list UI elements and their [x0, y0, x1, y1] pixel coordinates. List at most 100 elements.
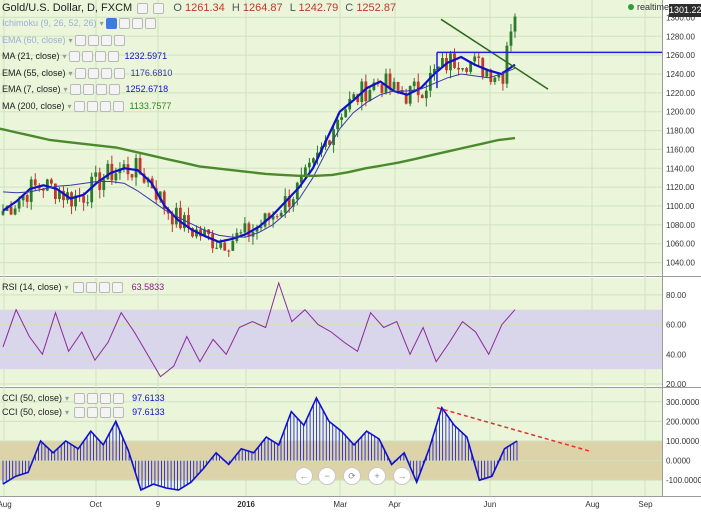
- more-icon[interactable]: [112, 407, 124, 419]
- chevron-down-icon[interactable]: ▾: [68, 35, 73, 45]
- indicator-legend-4[interactable]: EMA (55, close) ▾ 1176.6810: [2, 68, 172, 79]
- candle-body: [279, 212, 283, 217]
- candle-body: [130, 174, 134, 178]
- hide-icon[interactable]: [73, 282, 85, 294]
- candle-body: [29, 179, 33, 202]
- settings-icon[interactable]: [86, 407, 98, 419]
- chevron-down-icon[interactable]: ▾: [62, 52, 67, 61]
- cci-legend-1[interactable]: CCI (50, close) ▾ 97.6133: [2, 393, 165, 405]
- hide-icon[interactable]: [74, 34, 86, 46]
- close-icon[interactable]: [99, 282, 111, 294]
- indicator-legend-1[interactable]: Ichimoku (9, 26, 52, 26) ▾: [2, 18, 162, 30]
- indicator-legend-6[interactable]: MA (200, close) ▾ 1133.7577: [2, 101, 171, 112]
- close-icon[interactable]: [100, 34, 112, 46]
- settings-icon[interactable]: [137, 2, 149, 14]
- time-tick-label: 2016: [237, 500, 255, 509]
- close-icon[interactable]: [95, 84, 107, 96]
- candle-body: [271, 216, 275, 220]
- hide-icon[interactable]: [73, 100, 85, 112]
- cci-tick-label: 0.0000: [666, 457, 691, 466]
- hide-icon[interactable]: [74, 67, 86, 79]
- candle-body: [94, 172, 98, 177]
- hide-icon[interactable]: [73, 407, 85, 419]
- chevron-down-icon[interactable]: ▾: [99, 19, 104, 28]
- cci-tick-label: -100.0000: [666, 476, 701, 485]
- hide-icon[interactable]: [69, 84, 81, 96]
- candle-body: [9, 206, 13, 215]
- more-icon[interactable]: [113, 34, 125, 46]
- scroll-left-button[interactable]: ←: [295, 467, 313, 485]
- close-icon[interactable]: [94, 51, 106, 63]
- more-icon[interactable]: [144, 18, 156, 30]
- chevron-down-icon[interactable]: ▾: [65, 394, 70, 403]
- close-icon[interactable]: [99, 100, 111, 112]
- reset-chart-button[interactable]: ⟳: [343, 467, 361, 485]
- candle-body: [501, 73, 505, 84]
- pane-background: [0, 0, 662, 275]
- more-icon[interactable]: [112, 393, 124, 405]
- rsi-legend[interactable]: RSI (14, close) ▾ 63.5833: [2, 282, 164, 294]
- chevron-down-icon[interactable]: ▾: [64, 283, 69, 292]
- zoom-in-button[interactable]: +: [368, 467, 386, 485]
- candle-body: [368, 90, 372, 102]
- close-icon[interactable]: [99, 407, 111, 419]
- candle-body: [74, 195, 77, 207]
- zoom-out-button[interactable]: −: [318, 467, 336, 485]
- cci-tick-label: 300.0000: [666, 398, 700, 407]
- visible-icon[interactable]: [105, 18, 117, 30]
- settings-icon[interactable]: [86, 100, 98, 112]
- candle-body: [412, 81, 416, 87]
- time-tick-label: Oct: [89, 500, 102, 509]
- candle-body: [82, 196, 86, 203]
- close-icon[interactable]: [99, 393, 111, 405]
- candle-body: [70, 192, 73, 207]
- price-tick-label: 1180.00: [666, 127, 695, 136]
- compare-icon[interactable]: [153, 2, 165, 14]
- price-tick-label: 1300.00: [666, 13, 695, 22]
- candle-body: [45, 179, 49, 191]
- close-icon[interactable]: [131, 18, 143, 30]
- more-icon[interactable]: [108, 84, 120, 96]
- candle-body: [332, 129, 335, 145]
- hide-icon[interactable]: [73, 393, 85, 405]
- indicator-value: 1232.5971: [124, 51, 168, 61]
- candle-body: [485, 69, 489, 77]
- cci-legend-2[interactable]: CCI (50, close) ▾ 97.6133: [2, 407, 165, 419]
- settings-icon[interactable]: [81, 51, 93, 63]
- more-icon[interactable]: [112, 282, 124, 294]
- chevron-down-icon[interactable]: ▾: [63, 85, 68, 94]
- chevron-down-icon[interactable]: ▾: [68, 68, 73, 78]
- candle-body: [227, 250, 231, 252]
- candle-body: [384, 73, 388, 93]
- more-icon[interactable]: [113, 67, 125, 79]
- hide-icon[interactable]: [68, 51, 80, 63]
- settings-icon[interactable]: [87, 34, 99, 46]
- settings-icon[interactable]: [86, 282, 98, 294]
- settings-icon[interactable]: [118, 18, 130, 30]
- more-icon[interactable]: [112, 100, 124, 112]
- chevron-down-icon[interactable]: ▾: [65, 408, 70, 417]
- chevron-down-icon[interactable]: ▾: [67, 101, 72, 111]
- indicator-label: EMA (60, close): [2, 34, 66, 45]
- candle-body: [400, 90, 404, 95]
- settings-icon[interactable]: [86, 393, 98, 405]
- candle-body: [203, 229, 206, 237]
- indicator-value: 1133.7577: [129, 100, 172, 111]
- status-dot-icon: [628, 4, 634, 10]
- indicator-legend-5[interactable]: EMA (7, close) ▾ 1252.6718: [2, 84, 168, 96]
- scroll-right-button[interactable]: →: [393, 467, 411, 485]
- candle-body: [457, 67, 460, 70]
- indicator-legend-3[interactable]: MA (21, close) ▾ 1232.5971: [2, 51, 168, 63]
- candle-body: [17, 200, 21, 209]
- price-tick-label: 1060.00: [666, 240, 695, 249]
- price-tick-label: 1160.00: [666, 145, 695, 154]
- close-icon[interactable]: [100, 67, 112, 79]
- candle-body: [352, 94, 356, 99]
- candle-body: [420, 95, 424, 99]
- candle-body: [247, 223, 251, 237]
- more-icon[interactable]: [107, 51, 119, 63]
- settings-icon[interactable]: [87, 67, 99, 79]
- settings-icon[interactable]: [82, 84, 94, 96]
- indicator-legend-2[interactable]: EMA (60, close) ▾: [2, 35, 131, 46]
